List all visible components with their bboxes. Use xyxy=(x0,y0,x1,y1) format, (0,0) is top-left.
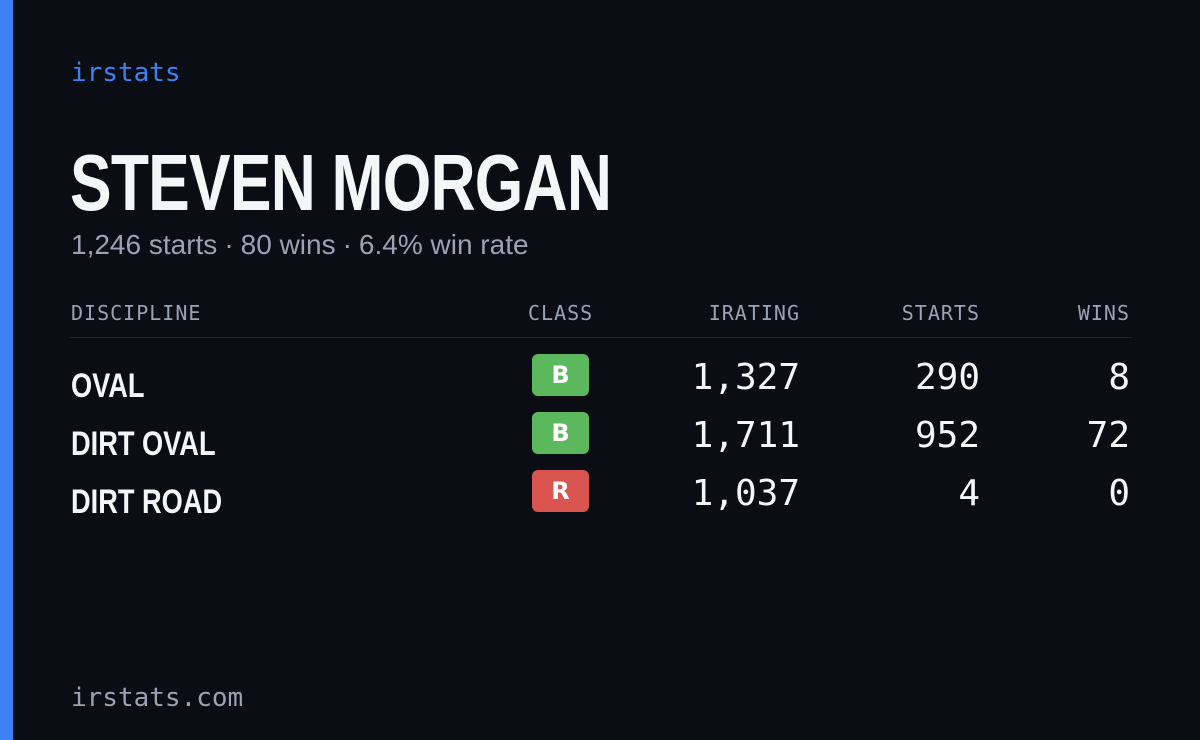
summary-starts: 1,246 starts xyxy=(71,229,218,260)
irating-value: 1,037 xyxy=(691,473,800,514)
starts-value: 952 xyxy=(914,415,980,456)
class-badge: R xyxy=(532,470,589,512)
player-name: STEVEN MORGAN xyxy=(70,138,612,227)
summary-separator: · xyxy=(342,229,352,260)
footer-domain-link[interactable]: irstats.com xyxy=(71,683,244,713)
summary-win-rate: 6.4% win rate xyxy=(358,229,529,260)
header-class: CLASS xyxy=(528,301,594,325)
wins-value: 8 xyxy=(1108,357,1130,398)
starts-value: 290 xyxy=(914,357,980,398)
irating-value: 1,711 xyxy=(691,415,800,456)
wins-value: 0 xyxy=(1108,473,1130,514)
class-badge: B xyxy=(532,412,589,454)
table-row: DIRT ROAD R 1,037 4 0 xyxy=(0,468,1200,521)
irating-value: 1,327 xyxy=(691,357,800,398)
discipline-name: DIRT OVAL xyxy=(71,425,216,463)
summary-separator: · xyxy=(224,229,234,260)
discipline-name: DIRT ROAD xyxy=(71,483,223,521)
wins-value: 72 xyxy=(1086,415,1130,456)
header-discipline: DISCIPLINE xyxy=(71,301,202,325)
header-divider xyxy=(70,337,1132,338)
table-row: DIRT OVAL B 1,711 952 72 xyxy=(0,410,1200,463)
header-starts: STARTS xyxy=(901,301,980,325)
header-wins: WINS xyxy=(1077,301,1130,325)
discipline-name: OVAL xyxy=(71,367,145,405)
summary-wins: 80 wins xyxy=(240,229,336,260)
accent-bar xyxy=(0,0,13,740)
class-badge: B xyxy=(532,354,589,396)
table-row: OVAL B 1,327 290 8 xyxy=(0,352,1200,405)
brand-logo[interactable]: irstats xyxy=(71,58,181,88)
player-summary: 1,246 starts · 80 wins · 6.4% win rate xyxy=(71,228,529,262)
header-irating: IRATING xyxy=(708,301,800,325)
starts-value: 4 xyxy=(958,473,980,514)
